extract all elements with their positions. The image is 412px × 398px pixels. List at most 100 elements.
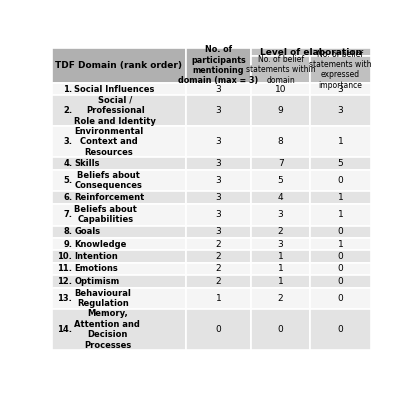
Text: 1: 1 [337, 210, 343, 219]
Text: 8.: 8. [63, 227, 72, 236]
Bar [185, 83, 251, 95]
Text: 3: 3 [215, 193, 221, 202]
Text: 0: 0 [215, 325, 221, 334]
Text: 10: 10 [275, 84, 286, 94]
Text: 1: 1 [278, 252, 283, 261]
Text: 14.: 14. [57, 325, 72, 334]
Bar [185, 170, 251, 191]
Text: No. of
participants
mentioning
domain (max = 3): No. of participants mentioning domain (m… [178, 45, 258, 86]
Bar [52, 170, 185, 191]
Bar [185, 309, 251, 349]
Bar [52, 95, 185, 126]
Text: Social Influences: Social Influences [75, 84, 155, 94]
Text: 6.: 6. [63, 193, 72, 202]
Bar [251, 275, 310, 288]
Bar [52, 83, 185, 95]
Bar [52, 126, 185, 157]
Text: 4.: 4. [63, 159, 72, 168]
Text: 3: 3 [337, 84, 343, 94]
Text: 5: 5 [337, 159, 343, 168]
Text: 2: 2 [215, 264, 221, 273]
Text: Skills: Skills [75, 159, 100, 168]
Text: 13.: 13. [57, 294, 72, 303]
Bar [185, 263, 251, 275]
Text: 2: 2 [215, 252, 221, 261]
Bar [251, 288, 310, 309]
Text: Optimism: Optimism [75, 277, 120, 286]
Text: 2: 2 [215, 277, 221, 286]
Text: 3: 3 [215, 210, 221, 219]
Bar [52, 250, 185, 263]
Bar [185, 48, 251, 83]
Text: 0: 0 [337, 252, 343, 261]
Text: 3: 3 [278, 210, 283, 219]
Bar [52, 157, 185, 170]
Bar [310, 226, 371, 238]
Text: 1: 1 [278, 264, 283, 273]
Text: 5.: 5. [63, 176, 72, 185]
Text: 1: 1 [337, 137, 343, 146]
Bar [310, 83, 371, 95]
Bar [52, 309, 185, 349]
Bar [251, 263, 310, 275]
Bar [251, 204, 310, 226]
Text: 12.: 12. [57, 277, 72, 286]
Bar [310, 57, 371, 83]
Bar [251, 48, 371, 57]
Text: 7: 7 [278, 159, 283, 168]
Text: 3: 3 [215, 84, 221, 94]
Text: 1: 1 [337, 240, 343, 249]
Text: 0: 0 [337, 264, 343, 273]
Bar [185, 226, 251, 238]
Text: Social /
Professional
Role and Identity: Social / Professional Role and Identity [75, 96, 157, 126]
Bar [251, 226, 310, 238]
Text: Memory,
Attention and
Decision
Processes: Memory, Attention and Decision Processes [75, 309, 140, 349]
Bar [310, 309, 371, 349]
Text: 3: 3 [215, 137, 221, 146]
Text: 2: 2 [278, 227, 283, 236]
Text: 8: 8 [278, 137, 283, 146]
Bar [251, 126, 310, 157]
Text: 11.: 11. [57, 264, 72, 273]
Text: Reinforcement: Reinforcement [75, 193, 145, 202]
Bar [185, 204, 251, 226]
Text: 0: 0 [278, 325, 283, 334]
Text: 3: 3 [215, 159, 221, 168]
Bar [310, 95, 371, 126]
Bar [185, 157, 251, 170]
Bar [185, 250, 251, 263]
Text: 0: 0 [337, 294, 343, 303]
Text: TDF Domain (rank order): TDF Domain (rank order) [55, 61, 182, 70]
Bar [185, 238, 251, 250]
Text: 0: 0 [337, 227, 343, 236]
Bar [185, 95, 251, 126]
Bar [310, 126, 371, 157]
Bar [52, 238, 185, 250]
Text: 3: 3 [337, 106, 343, 115]
Bar [52, 263, 185, 275]
Text: 3: 3 [215, 106, 221, 115]
Text: Level of elaboration: Level of elaboration [260, 48, 362, 57]
Bar [310, 263, 371, 275]
Bar [310, 275, 371, 288]
Text: 1: 1 [278, 277, 283, 286]
Bar [310, 238, 371, 250]
Text: 9: 9 [278, 106, 283, 115]
Bar [52, 275, 185, 288]
Bar [52, 191, 185, 204]
Text: 1: 1 [215, 294, 221, 303]
Text: Knowledge: Knowledge [75, 240, 127, 249]
Text: 9.: 9. [63, 240, 72, 249]
Text: No. of belief
statements with
expressed
importance: No. of belief statements with expressed … [309, 49, 372, 90]
Text: 10.: 10. [57, 252, 72, 261]
Bar [251, 157, 310, 170]
Bar [310, 157, 371, 170]
Text: Environmental
Context and
Resources: Environmental Context and Resources [75, 127, 144, 157]
Bar [251, 95, 310, 126]
Text: 4: 4 [278, 193, 283, 202]
Bar [185, 191, 251, 204]
Text: Goals: Goals [75, 227, 101, 236]
Bar [310, 288, 371, 309]
Bar [310, 250, 371, 263]
Bar [251, 309, 310, 349]
